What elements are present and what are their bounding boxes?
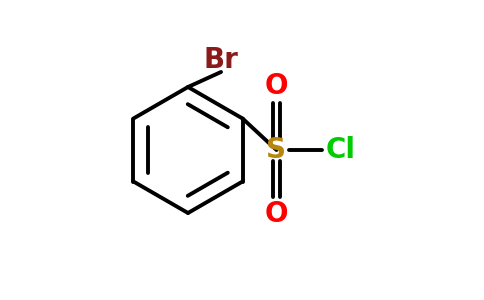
Text: Br: Br	[204, 46, 239, 74]
Text: O: O	[265, 72, 288, 100]
Text: Cl: Cl	[326, 136, 356, 164]
Text: S: S	[267, 136, 287, 164]
Text: O: O	[265, 200, 288, 228]
